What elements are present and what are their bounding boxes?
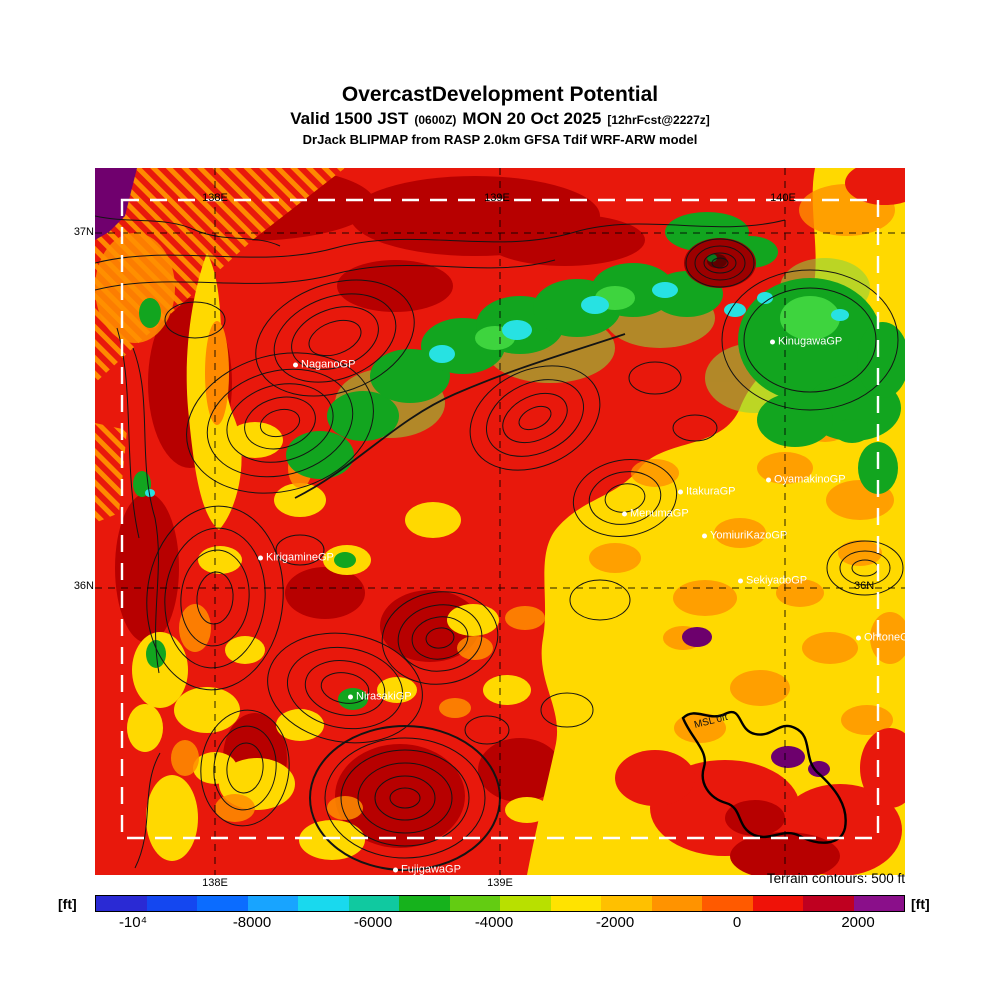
colorbar-gradient <box>95 895 905 912</box>
station-ohtone: OhtoneGP <box>856 631 905 644</box>
station-yomiurikazo: YomiuriKazoGP <box>702 529 788 542</box>
station-dot-icon <box>702 533 707 539</box>
domain-boundary-box <box>120 198 880 840</box>
station-dot-icon <box>856 635 861 641</box>
cyan-pockets <box>145 282 849 497</box>
station-itakura: ItakuraGP <box>678 485 736 498</box>
station-nagano: NaganoGP <box>293 358 356 371</box>
station-dot-icon <box>766 477 771 483</box>
hatched-region-west <box>95 423 127 523</box>
forecast-tag: [12hrFcst@2227z] <box>607 113 710 127</box>
valid-line: Valid 1500 JST (0600Z) MON 20 Oct 2025 [12h… <box>0 109 1000 129</box>
station-label: NaganoGP <box>301 358 356 371</box>
station-fujigawa: FujigawaGP <box>393 863 461 875</box>
colorbar-tick: -6000 <box>353 914 393 931</box>
lon-label-138e-top: 138E <box>202 192 228 204</box>
station-label: SekiyadoGP <box>746 574 808 587</box>
unit-label-left: [ft] <box>58 896 77 912</box>
colorbar-tick: 0 <box>732 914 742 931</box>
yellow-patches <box>127 422 549 861</box>
station-oyamakino: OyamakinoGP <box>766 473 846 486</box>
lon-label-139e-top: 139E <box>484 192 510 204</box>
station-label: OhtoneGP <box>864 631 905 644</box>
valid-time: Valid 1500 JST <box>290 109 409 128</box>
model-line: DrJack BLIPMAP from RASP 2.0km GFSA Tdif… <box>302 132 698 147</box>
station-label: NirasakiGP <box>356 690 412 703</box>
station-kinugawa: KinugawaGP <box>770 335 843 348</box>
station-label: YomiuriKazoGP <box>710 529 788 542</box>
colorbar-tick: -8000 <box>232 914 272 931</box>
station-dot-icon <box>393 867 398 873</box>
station-dot-icon <box>738 578 743 584</box>
map-title: OvercastDevelopment Potential <box>341 83 659 106</box>
colorbar-tick: -10⁴ <box>118 914 148 931</box>
colorbar-tick: 2000 <box>841 914 875 931</box>
lon-label-140e-top: 140E <box>770 192 796 204</box>
dark-red-patches-southeast <box>725 800 840 875</box>
station-dot-icon <box>258 555 263 561</box>
station-menuma: MenumaGP <box>622 507 689 520</box>
station-label: KinugawaGP <box>778 335 843 348</box>
station-nirasaki: NirasakiGP <box>348 690 412 703</box>
station-label: KirigamineGP <box>266 551 334 564</box>
lon-label-138e-bottom: 138E <box>202 877 228 889</box>
station-dot-icon <box>622 511 627 517</box>
purple-spots <box>682 627 830 777</box>
map-canvas: MSL 0ft <box>95 168 905 875</box>
terrain-contours-note: Terrain contours: 500 ft <box>766 871 905 886</box>
station-label: OyamakinoGP <box>774 473 846 486</box>
purple-corner-nw <box>95 168 137 240</box>
colorbar-tick: -2000 <box>595 914 635 931</box>
station-label: ItakuraGP <box>686 485 736 498</box>
station-label: MenumaGP <box>630 507 689 520</box>
terrain-contours <box>95 215 904 871</box>
lat-label-36n-right: 36N <box>854 580 875 592</box>
coastline <box>681 710 847 844</box>
station-sekiyado: SekiyadoGP <box>738 574 808 587</box>
valid-zulu: (0600Z) <box>414 113 457 127</box>
valid-date: MON 20 Oct 2025 <box>462 109 602 128</box>
unit-label-right: [ft] <box>911 896 930 912</box>
station-dot-icon <box>678 489 683 495</box>
graticule-lines <box>95 168 905 875</box>
lat-label-37n-left: 37N <box>73 226 94 238</box>
station-dot-icon <box>348 694 353 700</box>
station-dot-icon <box>293 362 298 368</box>
station-dot-icon <box>770 339 775 345</box>
station-label: FujigawaGP <box>401 863 461 875</box>
colorbar-tick: -4000 <box>474 914 514 931</box>
station-kirigamine: KirigamineGP <box>258 551 334 564</box>
lon-label-139e-bottom: 139E <box>487 877 513 889</box>
lat-label-36n-left: 36N <box>73 580 94 592</box>
map-area: MSL 0ft NaganoGP KinugawaGP OyamakinoGP … <box>95 168 905 875</box>
